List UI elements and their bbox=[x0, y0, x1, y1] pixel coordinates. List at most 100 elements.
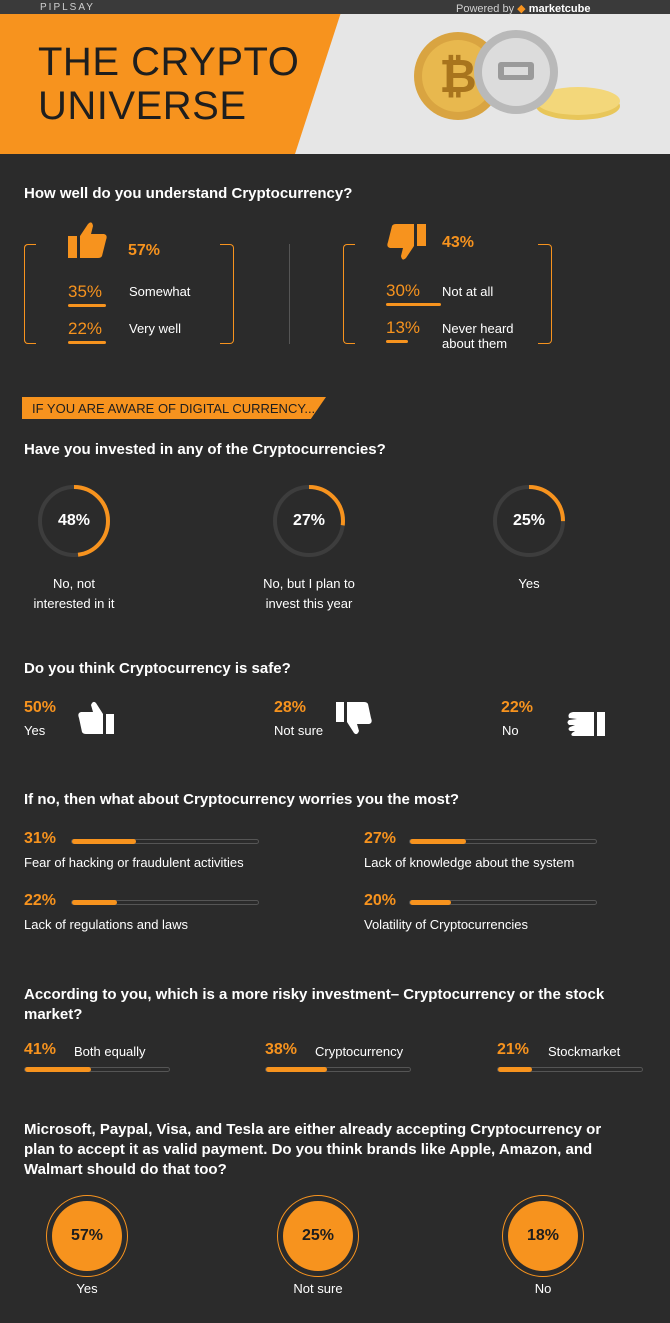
worry-label-0: Fear of hacking or fraudulent activities bbox=[24, 855, 244, 870]
understand-somewhat-label: Somewhat bbox=[129, 284, 191, 299]
worry-label-2: Lack of regulations and laws bbox=[24, 917, 189, 932]
invested-pct-2: 25% bbox=[512, 512, 546, 529]
risky-question: According to you, which is a more risky … bbox=[24, 986, 605, 1023]
svg-text:₿: ₿ bbox=[439, 50, 477, 102]
header-orange-panel bbox=[0, 0, 345, 154]
invested-ring-svg-0 bbox=[38, 485, 110, 557]
header: PIPLSAY Powered by ◆ marketcube THE CRYP… bbox=[0, 0, 670, 154]
aware-banner bbox=[22, 397, 326, 419]
understand-verywell-pct: 22% bbox=[68, 319, 103, 338]
brands-circle-1: 25% bbox=[283, 1201, 353, 1271]
understand-question: How well do you understand Cryptocurrenc… bbox=[24, 185, 353, 202]
risky-bar-0 bbox=[24, 1067, 170, 1072]
thumbs-down-icon bbox=[336, 702, 372, 735]
understand-verywell-bar bbox=[68, 341, 106, 344]
powered-by: Powered by ◆ marketcube bbox=[456, 2, 590, 15]
understand-notatall-pct: 30% bbox=[386, 281, 421, 300]
invested-ring-svg-2 bbox=[493, 485, 565, 557]
understand-neverheard-label: Never heard about them bbox=[442, 321, 514, 351]
understand-positive-total: 57% bbox=[128, 242, 161, 259]
invested-question: Have you invested in any of the Cryptocu… bbox=[24, 441, 386, 458]
risky-bar-fill-2 bbox=[498, 1067, 532, 1072]
safe-no-label: No bbox=[502, 723, 519, 738]
title-line-2: UNIVERSE bbox=[38, 84, 247, 128]
risky-label-0: Both equally bbox=[74, 1044, 146, 1059]
safe-notsure-label: Not sure bbox=[274, 723, 324, 738]
brands-circle-2: 18% bbox=[508, 1201, 578, 1271]
safe-no-pct: 22% bbox=[501, 699, 534, 716]
safe-yes-pct: 50% bbox=[24, 699, 57, 716]
thumbs-up-icon bbox=[68, 222, 107, 258]
brand-logo: PIPLSAY bbox=[40, 2, 95, 13]
aware-banner-text: IF YOU ARE AWARE OF DIGITAL CURRENCY... bbox=[32, 401, 316, 416]
brands-label-0: Yes bbox=[76, 1281, 98, 1296]
understand-divider bbox=[289, 244, 290, 344]
worry-bar-2 bbox=[71, 900, 259, 905]
marketcube-logo-text: marketcube bbox=[528, 3, 591, 15]
invested-ring-0: 48% bbox=[36, 483, 112, 564]
powered-by-text: Powered by bbox=[456, 3, 515, 15]
safe-yes-label: Yes bbox=[24, 723, 46, 738]
understand-neverheard-bar bbox=[386, 340, 408, 343]
brands-pct-1: 25% bbox=[301, 1227, 335, 1244]
page-title: THE CRYPTO UNIVERSE bbox=[38, 40, 299, 128]
understand-notatall-bar bbox=[386, 303, 441, 306]
risky-pct-0: 41% bbox=[24, 1041, 57, 1058]
understand-neg-right-bracket bbox=[538, 244, 552, 344]
invested-pct-1: 27% bbox=[292, 512, 326, 529]
worry-bar-fill-1 bbox=[410, 839, 466, 844]
worry-bar-3 bbox=[409, 900, 597, 905]
worry-bar-fill-3 bbox=[410, 900, 452, 905]
understand-negative-total: 43% bbox=[442, 234, 475, 251]
worry-bar-0 bbox=[71, 839, 259, 844]
invested-label-0: No, not interested in it bbox=[33, 576, 115, 611]
understand-right-bracket bbox=[220, 244, 234, 344]
risky-bar-2 bbox=[497, 1067, 643, 1072]
worries-question: If no, then what about Cryptocurrency wo… bbox=[24, 791, 460, 808]
risky-label-2: Stockmarket bbox=[548, 1044, 621, 1059]
invested-ring-1: 27% bbox=[271, 483, 347, 564]
risky-bar-fill-0 bbox=[25, 1067, 91, 1072]
brands-circle-0: 57% bbox=[52, 1201, 122, 1271]
risky-pct-2: 21% bbox=[497, 1041, 530, 1058]
brands-question: Microsoft, Paypal, Visa, and Tesla are e… bbox=[24, 1121, 602, 1178]
understand-notatall-label: Not at all bbox=[442, 284, 494, 299]
thumb-sideways-icon bbox=[567, 712, 605, 736]
brands-label-2: No bbox=[534, 1281, 552, 1296]
thumbs-down-icon bbox=[387, 224, 426, 260]
worry-pct-0: 31% bbox=[24, 830, 57, 847]
worry-bar-fill-2 bbox=[72, 900, 118, 905]
brands-circle-outline-2 bbox=[502, 1195, 584, 1277]
brands-pct-2: 18% bbox=[526, 1227, 560, 1244]
safe-question: Do you think Cryptocurrency is safe? bbox=[24, 660, 291, 677]
brands-pct-0: 57% bbox=[70, 1227, 104, 1244]
worry-label-1: Lack of knowledge about the system bbox=[364, 855, 575, 870]
worry-pct-2: 22% bbox=[24, 892, 57, 909]
invested-label-2: Yes bbox=[518, 576, 540, 591]
brands-circle-outline-0 bbox=[46, 1195, 128, 1277]
marketcube-logo-icon: ◆ bbox=[517, 3, 526, 15]
worry-label-3: Volatility of Cryptocurrencies bbox=[364, 917, 529, 932]
coins-illustration: ₿ bbox=[414, 30, 620, 120]
understand-somewhat-pct: 35% bbox=[68, 282, 103, 301]
understand-somewhat-bar bbox=[68, 304, 106, 307]
invested-ring-2: 25% bbox=[491, 483, 567, 564]
understand-neverheard-pct: 13% bbox=[386, 318, 421, 337]
worry-pct-1: 27% bbox=[364, 830, 397, 847]
brands-circle-outline-1 bbox=[277, 1195, 359, 1277]
safe-notsure-pct: 28% bbox=[274, 699, 307, 716]
risky-label-1: Cryptocurrency bbox=[315, 1044, 404, 1059]
title-line-1: THE CRYPTO bbox=[38, 40, 300, 84]
risky-bar-fill-1 bbox=[266, 1067, 328, 1072]
risky-pct-1: 38% bbox=[265, 1041, 298, 1058]
worry-bar-fill-0 bbox=[72, 839, 137, 844]
thumbs-up-icon bbox=[78, 701, 114, 734]
brands-label-1: Not sure bbox=[293, 1281, 343, 1296]
invested-label-1: No, but I plan to invest this year bbox=[263, 576, 355, 611]
worry-bar-1 bbox=[409, 839, 597, 844]
invested-ring-svg-1 bbox=[273, 485, 345, 557]
header-top-strip bbox=[0, 0, 670, 14]
worry-pct-3: 20% bbox=[364, 892, 397, 909]
understand-verywell-label: Very well bbox=[129, 321, 182, 336]
invested-pct-0: 48% bbox=[57, 512, 91, 529]
